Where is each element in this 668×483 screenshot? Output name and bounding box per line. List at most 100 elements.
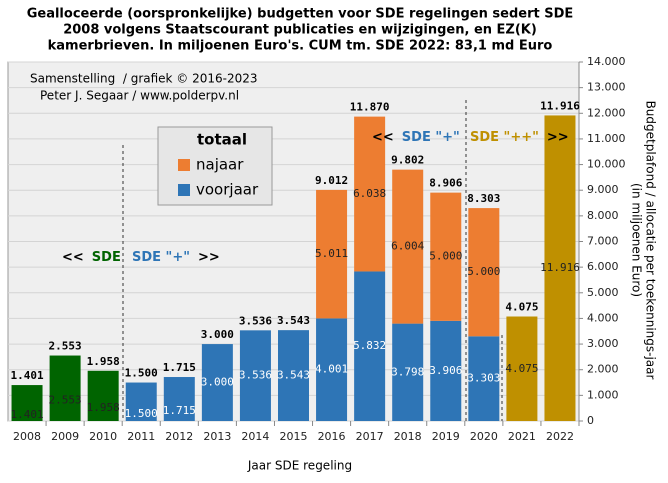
segment-label: 11.916: [540, 261, 580, 274]
segment-label: 3.906: [429, 364, 462, 377]
total-label: 11.870: [350, 101, 390, 114]
y-tick-label: 11.000: [587, 132, 626, 145]
bar-segment: [430, 192, 462, 321]
x-tick-label: 2011: [127, 430, 155, 443]
total-label: 8.303: [467, 192, 500, 205]
segment-label: 6.038: [353, 187, 386, 200]
segment-label: 4.075: [505, 362, 538, 375]
bar-segment: [201, 344, 233, 421]
annotation-part: <<: [62, 250, 84, 265]
segment-label: 1.958: [87, 401, 120, 414]
y-axis-label: (in miljoenen Euro): [630, 183, 644, 297]
x-tick-label: 2020: [470, 430, 498, 443]
chart-title: 2008 volgens Staatscourant publicaties e…: [63, 23, 537, 38]
total-label: 9.012: [315, 174, 348, 187]
y-tick-label: 10.000: [587, 158, 626, 171]
bar-segment: [278, 330, 309, 421]
bar-segment: [392, 169, 424, 324]
x-tick-label: 2008: [13, 430, 41, 443]
legend-swatch: [178, 184, 190, 196]
segment-label: 2.553: [49, 393, 82, 406]
segment-label: 4.001: [315, 363, 348, 376]
total-label: 1.500: [125, 367, 158, 380]
y-tick-label: 1.000: [587, 388, 619, 401]
chart-title: Gealloceerde (oorspronkelijke) budgetten…: [27, 7, 574, 22]
annotation-part: <<: [372, 130, 394, 145]
y-tick-label: 0: [587, 414, 594, 427]
annotation-part: SDE "+": [402, 130, 460, 145]
total-label: 1.958: [87, 355, 120, 368]
y-tick-label: 7.000: [587, 235, 619, 248]
total-label: 1.401: [10, 369, 43, 382]
x-tick-label: 2019: [432, 430, 460, 443]
bar-segment: [506, 316, 538, 421]
annotation: SDE "++" >>: [470, 130, 569, 145]
legend-label: voorjaar: [196, 181, 259, 199]
x-tick-label: 2013: [203, 430, 231, 443]
annotation-part: >>: [198, 250, 220, 265]
segment-label: 1.401: [10, 408, 43, 421]
x-tick-label: 2014: [241, 430, 269, 443]
x-tick-label: 2017: [356, 430, 384, 443]
y-tick-label: 4.000: [587, 311, 619, 324]
segment-label: 3.000: [201, 376, 234, 389]
bar-segment: [125, 382, 157, 421]
x-tick-label: 2022: [546, 430, 574, 443]
chart-title: kamerbrieven. In miljoenen Euro's. CUM t…: [48, 39, 553, 54]
total-label: 3.000: [201, 328, 234, 341]
total-label: 2.553: [49, 340, 82, 353]
x-axis-label: Jaar SDE regeling: [247, 459, 352, 473]
legend-box: [157, 126, 273, 206]
annotation-part: >>: [547, 130, 569, 145]
y-tick-label: 9.000: [587, 183, 619, 196]
y-tick-label: 3.000: [587, 337, 619, 350]
total-label: 4.075: [505, 301, 538, 314]
segment-label: 1.500: [125, 407, 158, 420]
x-tick-label: 2010: [89, 430, 117, 443]
annotation: SDE "+" >>: [132, 250, 220, 265]
bar-segment: [468, 336, 500, 421]
x-tick-label: 2016: [318, 430, 346, 443]
y-tick-label: 6.000: [587, 260, 619, 273]
bar-segment: [163, 377, 195, 421]
bar-segment: [49, 355, 81, 421]
credits: Peter J. Segaar / www.polderpv.nl: [40, 89, 239, 103]
y-tick-label: 8.000: [587, 209, 619, 222]
bar-segment: [354, 116, 386, 272]
x-tick-label: 2012: [165, 430, 193, 443]
bar-segment: [11, 385, 43, 421]
segment-label: 1.715: [163, 404, 196, 417]
bar-segment: [354, 271, 386, 421]
x-tick-label: 2015: [280, 430, 308, 443]
segment-label: 5.000: [429, 250, 462, 263]
total-label: 3.536: [239, 314, 272, 327]
annotation-part: SDE "+": [132, 250, 190, 265]
segment-label: 3.303: [467, 372, 500, 385]
legend: totaal najaar voorjaar: [157, 126, 273, 206]
segment-label: 6.004: [391, 240, 424, 253]
legend-label: najaar: [196, 156, 244, 174]
bar-segment: [430, 320, 462, 421]
credits: Samenstelling / grafiek © 2016-2023: [30, 72, 258, 86]
y-axis-label: Budgetplafond / allocatie per toekenning…: [644, 101, 658, 380]
total-label: 8.906: [429, 177, 462, 190]
bar-segment: [316, 318, 348, 421]
legend-title: totaal: [197, 131, 247, 149]
annotation-part: SDE: [92, 250, 121, 265]
y-tick-label: 13.000: [587, 81, 626, 94]
segment-label: 3.536: [239, 369, 272, 382]
segment-label: 5.000: [467, 265, 500, 278]
annotation-part: SDE "++": [470, 130, 539, 145]
annotation: << SDE: [62, 250, 121, 265]
segment-label: 3.543: [277, 369, 310, 382]
y-tick-label: 14.000: [587, 55, 626, 68]
segment-label: 5.011: [315, 247, 348, 260]
x-tick-label: 2021: [508, 430, 536, 443]
total-label: 9.802: [391, 154, 424, 167]
bar-segment: [87, 370, 119, 421]
total-label: 11.916: [540, 99, 580, 112]
annotation: << SDE "+": [372, 130, 460, 145]
segment-label: 5.832: [353, 339, 386, 352]
bar-segment: [239, 330, 271, 421]
